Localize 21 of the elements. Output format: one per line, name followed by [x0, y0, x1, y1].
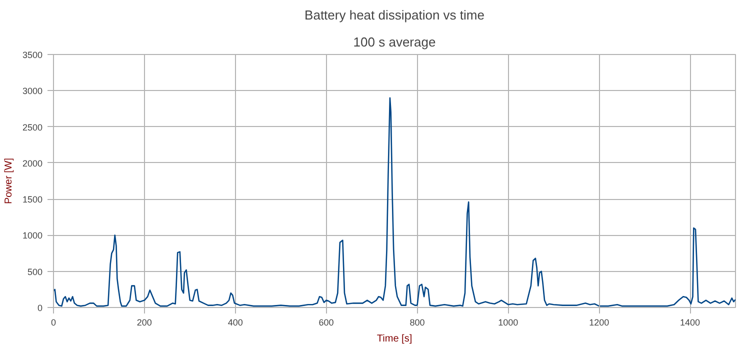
- line-series: [54, 97, 736, 307]
- x-axis-title: Time [s]: [376, 334, 412, 344]
- y-tick-label: 2500: [22, 122, 43, 132]
- y-tick-label: 1000: [22, 230, 43, 241]
- x-tick-label: 1400: [680, 318, 700, 328]
- x-tick-label: 1200: [589, 318, 610, 328]
- x-tick-label: 1000: [498, 318, 518, 328]
- x-tick-label: 400: [228, 318, 243, 328]
- x-tick-label: 200: [136, 318, 152, 328]
- x-tick-label: 800: [410, 318, 425, 328]
- y-tick-label: 3500: [22, 50, 43, 60]
- x-tick-label: 0: [50, 318, 56, 328]
- y-tick-label: 500: [27, 266, 43, 277]
- y-tick-label: 2000: [22, 158, 43, 168]
- y-axis-title: Power [W]: [3, 158, 14, 204]
- y-tick-label: 1500: [22, 194, 43, 205]
- y-tick-label: 0: [37, 303, 43, 313]
- chart-subtitle: 100 s average: [353, 34, 436, 50]
- x-tick-label: 600: [318, 318, 334, 328]
- chart-title: Battery heat dissipation vs time: [304, 8, 484, 22]
- y-tick-label: 3000: [22, 86, 43, 96]
